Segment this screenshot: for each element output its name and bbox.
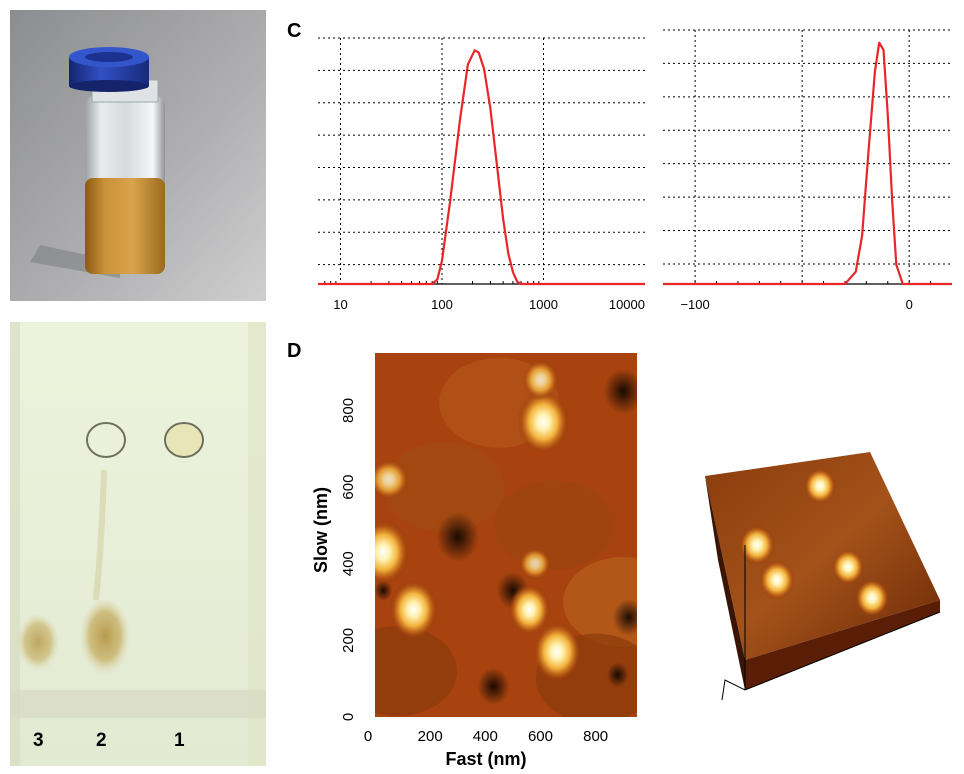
y-tick-label: 600 [340,475,357,500]
panel-label-d: D [287,340,302,362]
y-tick-label: 400 [340,551,357,576]
afm-texture [375,626,458,717]
y-tick-label: 0 [340,713,357,721]
afm-particle-small [375,459,409,500]
afm-particle-small [522,359,559,400]
surface-front [745,600,940,690]
surface-bump-4 [854,579,890,617]
afm-3d-surface [705,452,941,701]
afm-dark-region [375,580,393,601]
panel-label-c: C [287,20,302,42]
lane-label-1: 1 [174,730,185,751]
surface-side [705,476,745,690]
x-tick-label: 10 [333,297,347,312]
afm-texture [494,480,615,571]
afm-dark-region [436,512,480,562]
surface-bump-3 [831,549,865,585]
surface-bump-2 [759,560,795,600]
x-tick-label: 800 [583,728,608,745]
y-axis-title: Slow (nm) [311,487,331,573]
afm-particle-4 [532,621,582,682]
x-tick-label: 0 [906,297,913,312]
chart-c-1: −100 0 [663,29,952,312]
x-tick-label: 1000 [529,297,558,312]
afm-particle-0 [375,520,410,585]
afm-particle-1 [389,579,438,640]
afm-particle-small [518,547,551,580]
surface-axes [721,611,941,701]
afm-dark-region [477,667,510,705]
x-tick-label: 0 [364,728,372,745]
lane-label-3: 3 [33,730,44,751]
x-axis-title: Fast (nm) [446,749,527,769]
afm-texture [383,442,504,533]
x-tick-label: 600 [528,728,553,745]
series-line-0 [663,41,952,286]
lane-label-2: 2 [96,730,107,751]
afm-dark-region [606,662,629,688]
series-line-0 [318,49,645,286]
afm-dark-region [603,368,637,415]
surface-bump-1 [739,525,775,565]
afm-dark-region [612,598,637,636]
x-tick-label: −100 [680,297,709,312]
y-tick-label: 200 [340,628,357,653]
chart-c-0: 10 100 1000 10000 [318,37,645,312]
x-tick-label: 100 [431,297,453,312]
x-tick-label: 10000 [609,297,645,312]
x-tick-label: 200 [418,728,443,745]
surface-bump-0 [803,468,837,504]
y-tick-label: 800 [340,398,357,423]
afm-particle-3 [508,584,551,636]
afm-2d-image [375,353,637,717]
x-tick-label: 400 [473,728,498,745]
afm-particle-2 [517,389,570,455]
